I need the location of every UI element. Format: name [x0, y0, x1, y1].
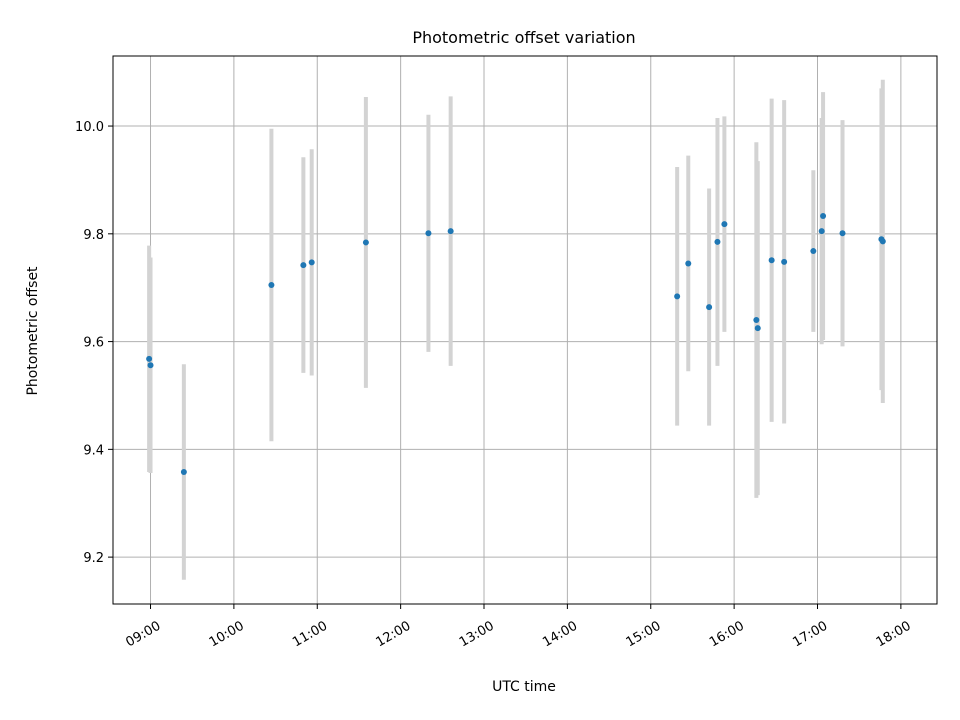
data-point [425, 230, 431, 236]
y-tick-label: 9.2 [83, 551, 104, 566]
chart-title: Photometric offset variation [412, 28, 635, 47]
data-point [146, 356, 152, 362]
data-point [685, 260, 691, 266]
data-point [714, 239, 720, 245]
data-point [674, 293, 680, 299]
y-axis-label: Photometric offset [25, 266, 41, 396]
data-point [721, 221, 727, 227]
data-point [810, 248, 816, 254]
data-point [181, 469, 187, 475]
data-point [363, 239, 369, 245]
y-tick-label: 10.0 [75, 120, 104, 135]
data-point [820, 213, 826, 219]
data-point [268, 282, 274, 288]
data-point [781, 259, 787, 265]
data-point [148, 362, 154, 368]
x-axis-label: UTC time [492, 679, 556, 695]
data-point [840, 230, 846, 236]
data-point [819, 228, 825, 234]
y-tick-label: 9.6 [83, 336, 104, 351]
data-point [300, 262, 306, 268]
data-point [309, 259, 315, 265]
data-point [880, 238, 886, 244]
data-point [753, 317, 759, 323]
y-tick-label: 9.8 [83, 228, 104, 243]
data-point [706, 304, 712, 310]
data-point [769, 257, 775, 263]
data-point [755, 325, 761, 331]
y-tick-label: 9.4 [83, 443, 104, 458]
data-point [448, 228, 454, 234]
